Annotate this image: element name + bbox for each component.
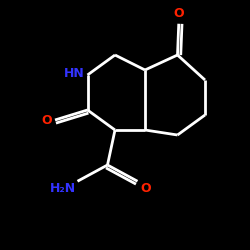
- Text: H₂N: H₂N: [50, 182, 76, 196]
- Text: O: O: [140, 182, 150, 196]
- Text: O: O: [174, 7, 184, 20]
- Text: HN: HN: [64, 67, 85, 80]
- Text: O: O: [42, 114, 52, 126]
